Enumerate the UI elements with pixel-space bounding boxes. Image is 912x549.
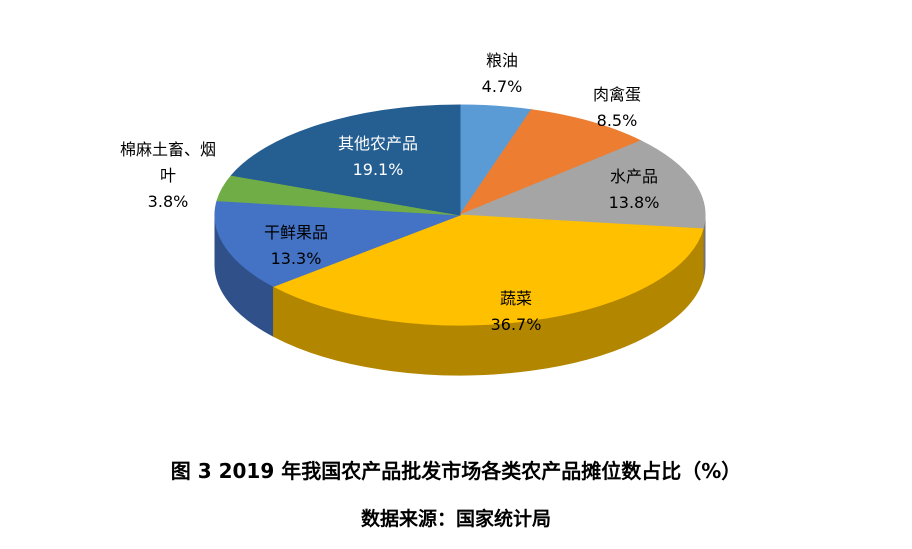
slice-name: 肉禽蛋: [592, 85, 642, 104]
figure-title: 图 3 2019 年我国农产品批发市场各类农产品摊位数占比（%）: [170, 459, 742, 483]
slice-name: 其他农产品: [337, 134, 419, 153]
slice-value: 19.1%: [352, 160, 404, 179]
slice-label-fresh-dried-fruits: 干鲜果品 13.3%: [264, 220, 328, 272]
slice-value: 13.8%: [608, 193, 660, 212]
slice-value: 8.5%: [596, 111, 638, 130]
slice-name: 水产品: [609, 167, 659, 186]
slice-value: 36.7%: [490, 315, 542, 334]
pie-slice-top: [230, 104, 461, 216]
pie-slice-top: [214, 200, 461, 287]
pie-slice-top: [459, 140, 706, 230]
slice-label-meat-poultry-egg: 肉禽蛋 8.5%: [593, 82, 641, 134]
slice-label-aquatic-products: 水产品 13.8%: [609, 164, 660, 216]
pie-slice-top: [272, 214, 704, 326]
slice-label-other-agricultural-products: 其他农产品 19.1%: [338, 131, 418, 183]
slice-name: 粮油: [485, 51, 518, 70]
slice-name: 干鲜果品: [263, 223, 329, 242]
slice-label-vegetables: 蔬菜 36.7%: [491, 286, 542, 338]
slice-value: 13.3%: [270, 249, 322, 268]
pie-3d-svg: [214, 104, 706, 376]
slice-value: 3.8%: [147, 192, 189, 211]
slice-value: 4.7%: [481, 77, 523, 96]
slice-label-cotton-hemp-livestock-tobacco: 棉麻土畜、烟叶 3.8%: [116, 137, 220, 215]
slice-label-grain-oil: 粮油 4.7%: [482, 48, 523, 100]
slice-name: 棉麻土畜、烟叶: [119, 140, 216, 185]
figure-source: 数据来源：国家统计局: [360, 508, 552, 530]
slice-name: 蔬菜: [499, 289, 533, 308]
pie-slice-top: [458, 109, 643, 217]
pie-chart: 粮油 4.7% 肉禽蛋 8.5% 水产品 13.8% 蔬菜 36.7% 干鲜果品…: [116, 48, 706, 376]
